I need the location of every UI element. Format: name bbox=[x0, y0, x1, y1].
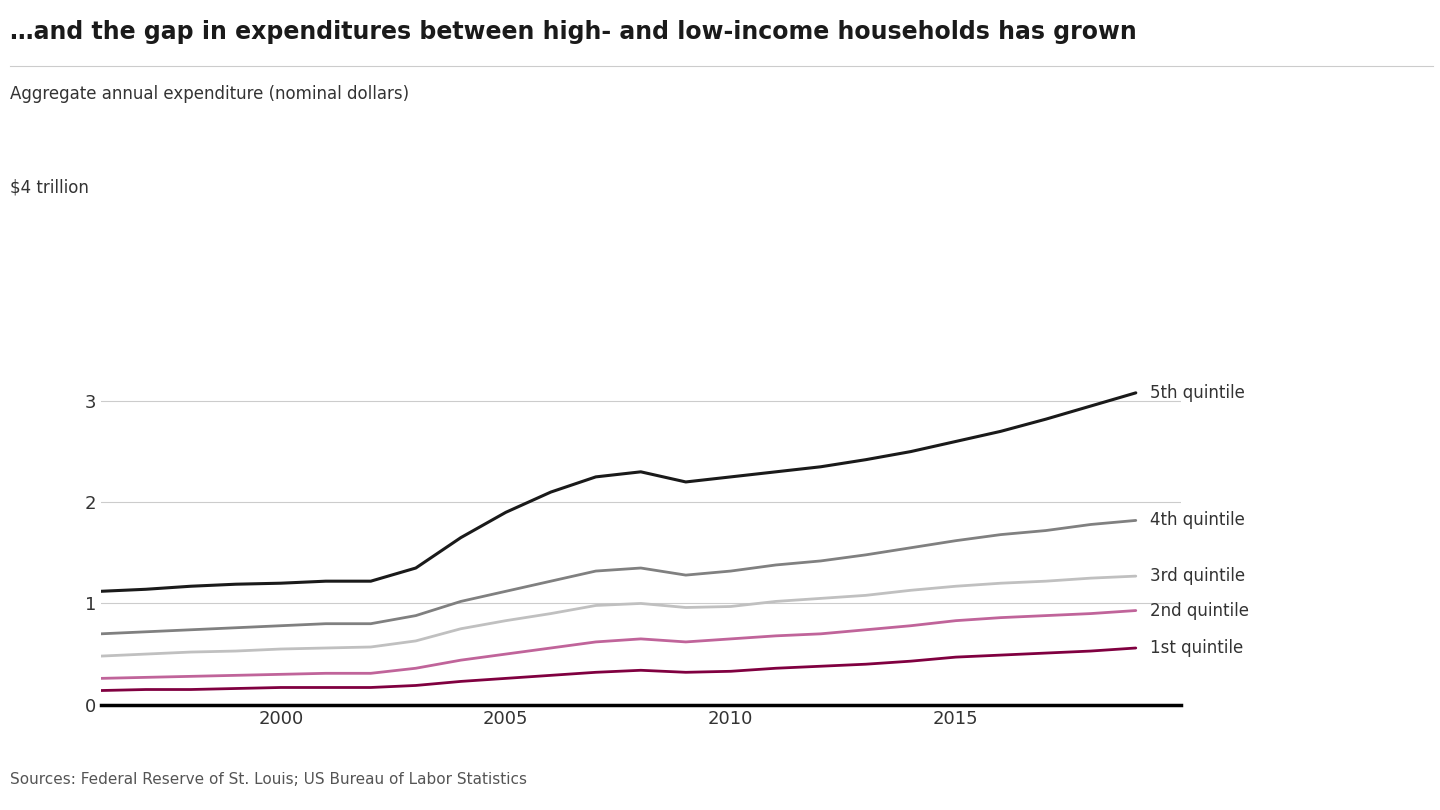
Text: Sources: Federal Reserve of St. Louis; US Bureau of Labor Statistics: Sources: Federal Reserve of St. Louis; U… bbox=[10, 772, 527, 787]
Text: 4th quintile: 4th quintile bbox=[1149, 511, 1244, 530]
Text: …and the gap in expenditures between high- and low-income households has grown: …and the gap in expenditures between hig… bbox=[10, 20, 1136, 45]
Text: 5th quintile: 5th quintile bbox=[1149, 384, 1244, 402]
Text: 2nd quintile: 2nd quintile bbox=[1149, 602, 1248, 620]
Text: 1st quintile: 1st quintile bbox=[1149, 639, 1243, 657]
Text: $4 trillion: $4 trillion bbox=[10, 178, 89, 196]
Text: 3rd quintile: 3rd quintile bbox=[1149, 567, 1244, 585]
Text: Aggregate annual expenditure (nominal dollars): Aggregate annual expenditure (nominal do… bbox=[10, 85, 409, 103]
